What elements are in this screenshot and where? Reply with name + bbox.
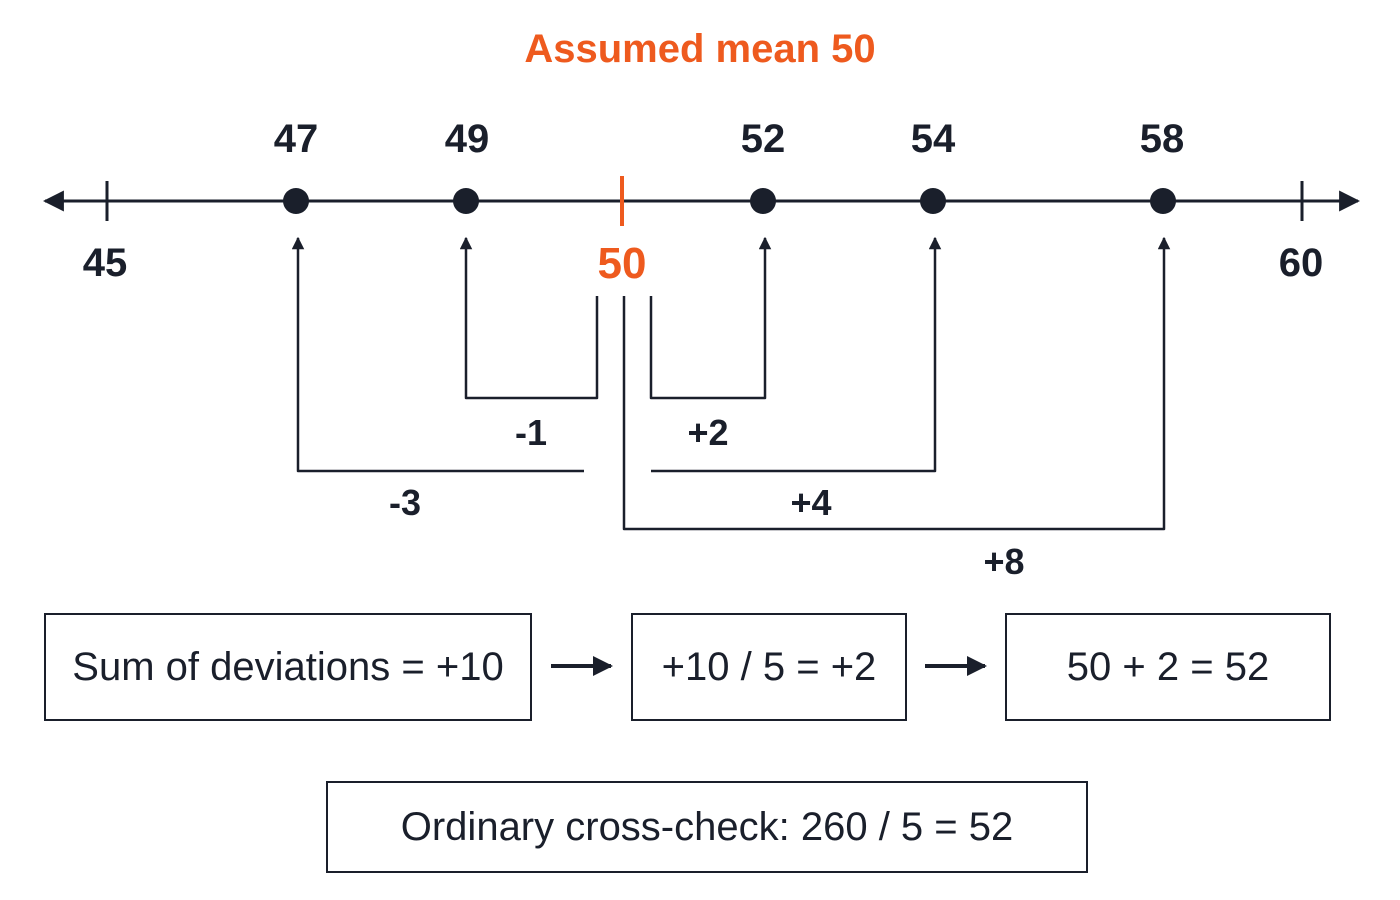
sum-of-deviations-box: Sum of deviations = +10 (44, 613, 532, 721)
diagram-title: Assumed mean 50 (524, 27, 875, 71)
cross-check-text: Ordinary cross-check: 260 / 5 = 52 (400, 804, 1014, 849)
point-label-52: 52 (741, 117, 786, 161)
point-label-58: 58 (1140, 117, 1185, 161)
point-label-47: 47 (274, 117, 319, 161)
point-52 (750, 188, 776, 214)
deviation-arrow-54 (651, 236, 942, 473)
point-58 (1150, 188, 1176, 214)
assumed-mean-label: 50 (598, 239, 647, 288)
tick-label-45: 45 (83, 241, 128, 285)
deviation-label-47: -3 (389, 482, 421, 523)
deviation-arrow-58 (622, 236, 1171, 531)
point-label-54: 54 (911, 117, 956, 161)
cross-check-box: Ordinary cross-check: 260 / 5 = 52 (326, 781, 1088, 873)
deviation-arrow-52 (649, 236, 772, 400)
deviation-label-54: +4 (790, 482, 831, 523)
point-49 (453, 188, 479, 214)
sum-of-deviations-text: Sum of deviations = +10 (72, 644, 504, 689)
result-box: 50 + 2 = 52 (1005, 613, 1331, 721)
deviation-label-49: -1 (515, 412, 547, 453)
point-47 (283, 188, 309, 214)
deviation-label-52: +2 (687, 412, 728, 453)
point-54 (920, 188, 946, 214)
point-label-49: 49 (445, 117, 490, 161)
deviation-arrow-49 (459, 236, 599, 400)
tick-label-60: 60 (1279, 241, 1324, 285)
mean-deviation-box: +10 / 5 = +2 (631, 613, 907, 721)
result-text: 50 + 2 = 52 (1066, 644, 1270, 689)
deviation-label-58: +8 (983, 541, 1024, 582)
mean-deviation-text: +10 / 5 = +2 (661, 644, 877, 689)
deviation-arrow-47 (291, 236, 584, 473)
